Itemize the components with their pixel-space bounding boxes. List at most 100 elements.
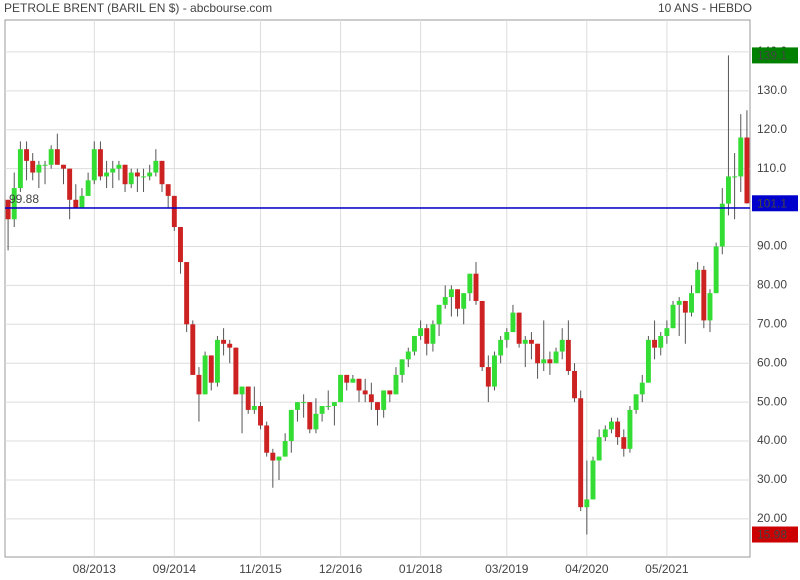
candle-body bbox=[584, 499, 590, 508]
candle-body bbox=[294, 402, 300, 410]
candle-body bbox=[190, 324, 196, 375]
price-marker bbox=[752, 526, 798, 543]
candle-body bbox=[424, 328, 430, 344]
y-tick-label: 70.00 bbox=[757, 316, 787, 330]
candle-body bbox=[430, 324, 436, 344]
candle-body bbox=[732, 176, 738, 178]
candle-body bbox=[147, 172, 153, 177]
candle-body bbox=[368, 394, 374, 403]
candle-body bbox=[461, 293, 467, 309]
candle-body bbox=[399, 359, 405, 375]
candle-body bbox=[725, 176, 731, 204]
candle-body bbox=[110, 168, 116, 173]
candle-body bbox=[245, 386, 251, 410]
candle-body bbox=[264, 425, 270, 453]
y-tick-label: 20.00 bbox=[757, 511, 787, 525]
price-marker-label: 15.98 bbox=[757, 528, 787, 542]
candle-body bbox=[17, 149, 23, 189]
candle-body bbox=[479, 300, 485, 368]
candle-body bbox=[541, 359, 547, 364]
price-marker-label: 139.1 bbox=[757, 49, 787, 63]
candle-body bbox=[134, 172, 140, 177]
candle-body bbox=[682, 300, 688, 313]
candle-body bbox=[122, 164, 128, 185]
candle-body bbox=[36, 164, 42, 173]
candle-body bbox=[621, 437, 627, 449]
y-tick-label: 60.00 bbox=[757, 355, 787, 369]
candle-body bbox=[485, 367, 491, 387]
candle-body bbox=[104, 172, 110, 177]
candle-body bbox=[578, 398, 584, 508]
candle-body bbox=[116, 164, 122, 169]
candle-body bbox=[356, 378, 362, 391]
candle-body bbox=[559, 339, 565, 352]
x-tick-label: 11/2015 bbox=[239, 562, 282, 576]
price-marker-label: 101.1 bbox=[757, 196, 787, 210]
candle-body bbox=[61, 164, 66, 169]
candle-body bbox=[85, 180, 91, 196]
candle-body bbox=[54, 149, 60, 165]
candle-body bbox=[344, 374, 350, 383]
candle-body bbox=[184, 262, 190, 325]
candle-body bbox=[202, 355, 208, 395]
chart-subtitle: 10 ANS - HEBDO bbox=[658, 1, 752, 15]
y-tick-label: 120.0 bbox=[757, 122, 787, 136]
candle-body bbox=[362, 390, 368, 395]
candle-body bbox=[658, 335, 664, 348]
candle-body bbox=[713, 246, 719, 294]
candle-body bbox=[602, 429, 608, 438]
candle-body bbox=[196, 374, 202, 395]
y-tick-label: 110.0 bbox=[757, 161, 786, 175]
candle-body bbox=[282, 441, 288, 457]
candle-body bbox=[313, 413, 319, 430]
candle-body bbox=[436, 304, 442, 325]
candle-body bbox=[590, 460, 596, 500]
candle-body bbox=[159, 160, 165, 185]
candle-body bbox=[467, 273, 473, 294]
candle-body bbox=[565, 339, 571, 371]
plot-frame bbox=[4, 19, 751, 558]
x-tick-label: 05/2021 bbox=[645, 562, 689, 576]
y-tick-label: 130.0 bbox=[757, 83, 787, 97]
candle-body bbox=[393, 374, 399, 395]
candle-body bbox=[325, 406, 331, 408]
candle-body bbox=[227, 343, 233, 348]
candle-body bbox=[276, 456, 282, 461]
x-tick-label: 03/2019 bbox=[485, 562, 529, 576]
candle-body bbox=[331, 402, 337, 407]
candle-body bbox=[627, 409, 633, 449]
candle-body bbox=[381, 390, 387, 410]
candle-body bbox=[5, 199, 11, 220]
candle-body bbox=[79, 195, 85, 208]
candle-body bbox=[411, 335, 417, 352]
candle-body bbox=[442, 297, 448, 305]
candle-body bbox=[516, 312, 522, 344]
candle-body bbox=[153, 160, 159, 173]
candle-body bbox=[270, 452, 276, 461]
candle-body bbox=[707, 293, 713, 321]
candle-body bbox=[701, 269, 707, 321]
y-tick-label: 40.00 bbox=[757, 433, 787, 447]
candle-body bbox=[165, 184, 171, 196]
candle-body bbox=[258, 406, 263, 426]
candle-body bbox=[492, 355, 497, 387]
candle-body bbox=[171, 195, 177, 228]
candle-body bbox=[645, 339, 651, 383]
candle-body bbox=[528, 339, 534, 344]
candle-body bbox=[676, 300, 682, 305]
candle-body bbox=[42, 164, 48, 166]
candle-body bbox=[639, 382, 645, 395]
y-tick-label: 90.00 bbox=[757, 239, 787, 253]
candle-body bbox=[615, 421, 621, 438]
reference-label: 99.88 bbox=[9, 192, 39, 206]
candle-body bbox=[689, 293, 694, 313]
candle-body bbox=[301, 402, 307, 404]
candle-body bbox=[633, 394, 639, 410]
candle-body bbox=[670, 304, 676, 329]
candle-body bbox=[719, 203, 725, 247]
candle-body bbox=[547, 359, 553, 364]
candle-body bbox=[233, 347, 239, 395]
candle-body bbox=[251, 406, 257, 410]
candle-body bbox=[572, 370, 577, 399]
